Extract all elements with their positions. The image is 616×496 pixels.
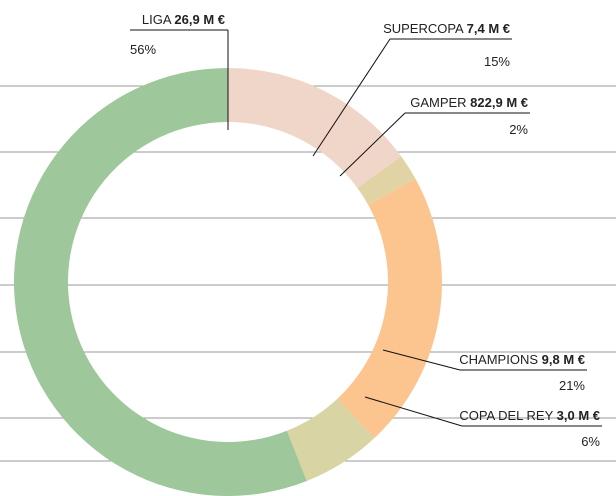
slice: [337, 178, 442, 438]
amount: 7,4 M €: [467, 21, 510, 36]
category-name: COPA DEL REY: [459, 408, 553, 423]
percent-label: 2%: [509, 122, 528, 137]
amount: 3,0 M €: [557, 408, 600, 423]
slice: [13, 68, 307, 496]
slice: [286, 398, 375, 481]
category-name: CHAMPIONS: [459, 352, 538, 367]
amount: 9,8 M €: [542, 352, 585, 367]
slice-label: LIGA 26,9 M €: [142, 12, 225, 27]
slice: [357, 156, 416, 205]
amount: 822,9 M €: [470, 95, 528, 110]
category-name: LIGA: [142, 12, 172, 27]
percent-label: 15%: [484, 54, 510, 69]
category-name: SUPERCOPA: [383, 21, 464, 36]
slice: [228, 68, 402, 188]
category-name: GAMPER: [410, 95, 466, 110]
slice-label: GAMPER 822,9 M €: [410, 95, 528, 110]
slice-label: COPA DEL REY 3,0 M €: [459, 408, 600, 423]
amount: 26,9 M €: [174, 12, 225, 27]
percent-label: 21%: [559, 378, 585, 393]
leader: [312, 38, 391, 157]
leader: [364, 396, 463, 427]
percent-label: 56%: [130, 42, 156, 57]
percent-label: 6%: [581, 434, 600, 449]
leader: [339, 112, 406, 177]
leader: [382, 349, 461, 371]
slice-label: SUPERCOPA 7,4 M €: [383, 21, 510, 36]
slice-label: CHAMPIONS 9,8 M €: [459, 352, 585, 367]
